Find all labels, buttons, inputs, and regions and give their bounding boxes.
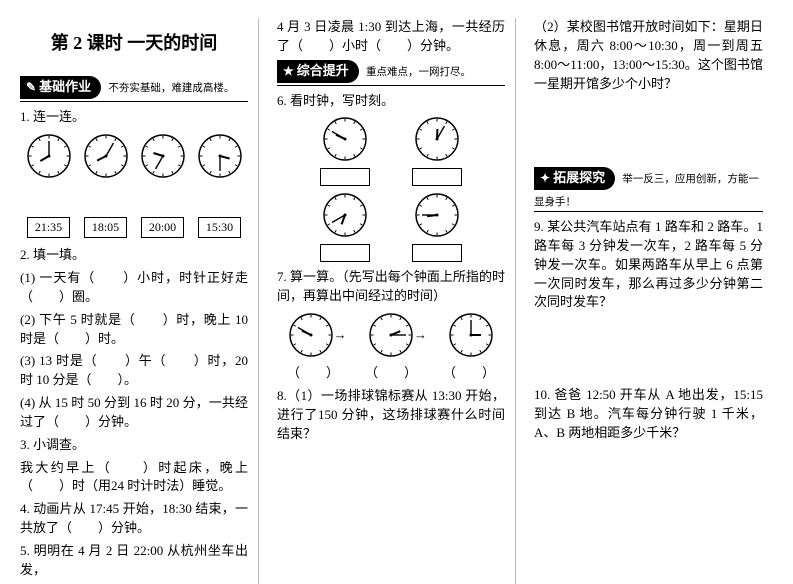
column-3: （2）某校图书馆开放时间如下：星期日休息，周六 8:00～10:30，周一到周五… (534, 18, 773, 584)
q1: 1. 连一连。 (20, 108, 248, 127)
time-label: 18:05 (84, 217, 127, 238)
q4: 4. 动画片从 17:45 开始，18:30 结束，一共放了（ ）分钟。 (20, 500, 248, 538)
arrow-icon: → (414, 326, 427, 345)
divider (534, 211, 763, 212)
answer-box (412, 244, 462, 262)
section-sub-comp: 重点难点，一网打尽。 (366, 67, 471, 78)
time-label: 15:30 (198, 217, 241, 238)
q5-cont: 4 月 3 日凌晨 1:30 到达上海，一共经历了（ ）小时（ ）分钟。 (277, 18, 505, 56)
section-basic: ✎基础作业 不夯实基础，难建成高楼。 (20, 76, 248, 102)
match-space (20, 185, 248, 213)
arrow-icon: → (334, 326, 347, 345)
q3a: 我大约早上（ ）时起床，晚上（ ）时（用24 时计时法）睡觉。 (20, 459, 248, 497)
section-sub-basic: 不夯实基础，难建成高楼。 (108, 83, 234, 94)
q9: 9. 某公共汽车站点有 1 路车和 2 路车。1 路车每 3 分钟发一次车，2 … (534, 218, 763, 312)
answer-box (320, 244, 370, 262)
clock-icon (448, 312, 494, 358)
clock-icon (288, 312, 334, 358)
q7-blanks: （ ） （ ） （ ） (277, 364, 505, 383)
timebox-row: 21:35 18:05 20:00 15:30 (20, 217, 248, 238)
clock-row-6a (277, 116, 505, 162)
clock-row-q1 (20, 133, 248, 179)
answer-box (412, 168, 462, 186)
lightbulb-icon: ✦ (540, 171, 550, 185)
q6: 6. 看时钟，写时刻。 (277, 92, 505, 111)
pencil-icon: ✎ (26, 80, 36, 94)
column-1: 第 2 课时 一天的时间 ✎基础作业 不夯实基础，难建成高楼。 1. 连一连。 (20, 18, 259, 584)
q10: 10. 爸爸 12:50 开车从 A 地出发，15:15 到达 B 地。汽车每分… (534, 386, 763, 443)
answer-row-6b (277, 244, 505, 262)
q5: 5. 明明在 4 月 2 日 22:00 从杭州坐车出发， (20, 542, 248, 580)
workspace (534, 97, 763, 167)
workspace (534, 316, 763, 386)
clock-icon (83, 133, 129, 179)
clock-row-7: → → (277, 312, 505, 358)
q2: 2. 填一填。 (20, 246, 248, 265)
worksheet-page: 第 2 课时 一天的时间 ✎基础作业 不夯实基础，难建成高楼。 1. 连一连。 (20, 18, 773, 550)
divider (277, 85, 505, 86)
section-ext: ✦拓展探究 举一反三，应用创新，方能一显身手！ (534, 167, 763, 212)
answer-row-6a (277, 168, 505, 186)
time-label: 20:00 (141, 217, 184, 238)
q8b: （2）某校图书馆开放时间如下：星期日休息，周六 8:00～10:30，周一到周五… (534, 18, 763, 93)
q2c: (3) 13 时是（ ）午（ ）时，20 时 10 分是（ ）。 (20, 352, 248, 390)
q2d: (4) 从 15 时 50 分到 16 时 20 分，一共经过了（ ）分钟。 (20, 394, 248, 432)
q7: 7. 算一算。（先写出每个钟面上所指的时间，再算出中间经过的时间） (277, 268, 505, 306)
q2b: (2) 下午 5 时就是（ ）时，晚上 10 时是（ ）时。 (20, 311, 248, 349)
clock-icon (140, 133, 186, 179)
q2a: (1) 一天有（ ）小时，时针正好走（ ）圈。 (20, 269, 248, 307)
section-tag-comp: ★综合提升 (277, 60, 359, 83)
section-tag-basic: ✎基础作业 (20, 76, 101, 99)
clock-icon (197, 133, 243, 179)
divider (20, 101, 248, 102)
section-tag-ext: ✦拓展探究 (534, 167, 615, 190)
clock-icon (26, 133, 72, 179)
q3: 3. 小调查。 (20, 436, 248, 455)
star-icon: ★ (283, 64, 294, 78)
clock-icon (322, 116, 368, 162)
q8: 8.（1）一场排球锦标赛从 13:30 开始，进行了150 分钟，这场排球赛什么… (277, 387, 505, 444)
clock-icon (368, 312, 414, 358)
time-label: 21:35 (27, 217, 70, 238)
column-2: 4 月 3 日凌晨 1:30 到达上海，一共经历了（ ）小时（ ）分钟。 ★综合… (277, 18, 516, 584)
clock-icon (414, 116, 460, 162)
clock-row-6b (277, 192, 505, 238)
page-title: 第 2 课时 一天的时间 (20, 30, 248, 56)
clock-icon (322, 192, 368, 238)
clock-icon (414, 192, 460, 238)
answer-box (320, 168, 370, 186)
section-comp: ★综合提升 重点难点，一网打尽。 (277, 60, 505, 86)
